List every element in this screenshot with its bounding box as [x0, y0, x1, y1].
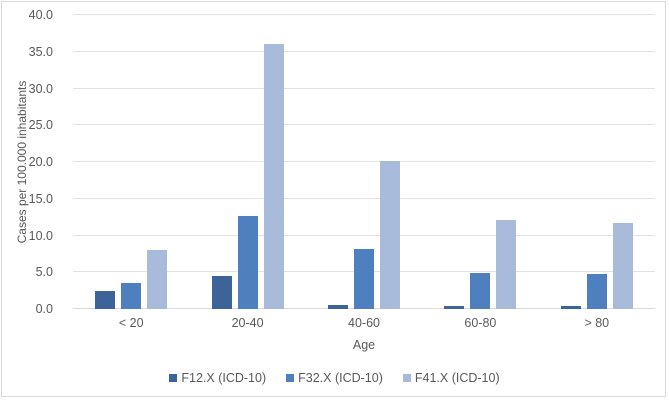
legend-item: F12.X (ICD-10) [169, 371, 266, 385]
y-tick-label: 20.0 [28, 155, 53, 169]
bar [354, 248, 374, 309]
legend-item: F41.X (ICD-10) [402, 371, 500, 385]
bar [470, 273, 491, 309]
bar [444, 306, 465, 309]
x-tick-label: 40-60 [348, 316, 380, 330]
bar [237, 215, 258, 309]
x-tick-label: 60-80 [464, 316, 497, 330]
y-tick-label: 10.0 [28, 228, 53, 243]
y-tick-label: 30.0 [28, 81, 53, 96]
legend: F12.X (ICD-10) F32.X (ICD-10) F41.X (ICD-1… [0, 371, 669, 385]
bar [612, 223, 633, 309]
bar [586, 274, 607, 309]
gridline [73, 50, 655, 52]
gridline [73, 234, 655, 236]
y-tick-label: 35.0 [28, 44, 53, 59]
bar [328, 304, 348, 309]
bar [496, 220, 517, 309]
y-tick-label: 5.0 [35, 265, 53, 280]
legend-label: F41.X (ICD-10) [414, 371, 500, 385]
gridline [73, 87, 655, 89]
legend-item: F32.X (ICD-10) [286, 371, 383, 385]
y-tick-label: 0.0 [35, 302, 53, 316]
gridline [73, 161, 655, 162]
bar [147, 250, 168, 309]
x-axis-label: Age [352, 338, 376, 352]
y-tick-label: 15.0 [28, 191, 53, 206]
legend-label: F12.X (ICD-10) [181, 371, 267, 385]
plot-area: 0.0 5.0 10.0 15.0 20.0 25.0 30.0 35.0 40.0 [29, 8, 655, 316]
x-tick-label: 20-40 [231, 316, 264, 330]
legend-swatch-icon [286, 374, 295, 382]
gridline [73, 14, 655, 15]
bar [263, 44, 284, 309]
legend-swatch-icon [169, 374, 178, 382]
bar [560, 305, 581, 309]
bar [380, 161, 400, 309]
bar [211, 275, 232, 309]
legend-label: F32.X (ICD-10) [298, 371, 383, 385]
x-tick-label: > 80 [584, 316, 610, 330]
x-tick-label: < 20 [118, 316, 144, 330]
gridline [73, 124, 655, 126]
y-tick-label: 25.0 [28, 118, 53, 133]
legend-swatch-icon [402, 374, 411, 382]
y-tick-label: 40.0 [28, 8, 53, 22]
bar [95, 290, 116, 309]
bar [121, 283, 142, 309]
gridline [73, 197, 655, 199]
